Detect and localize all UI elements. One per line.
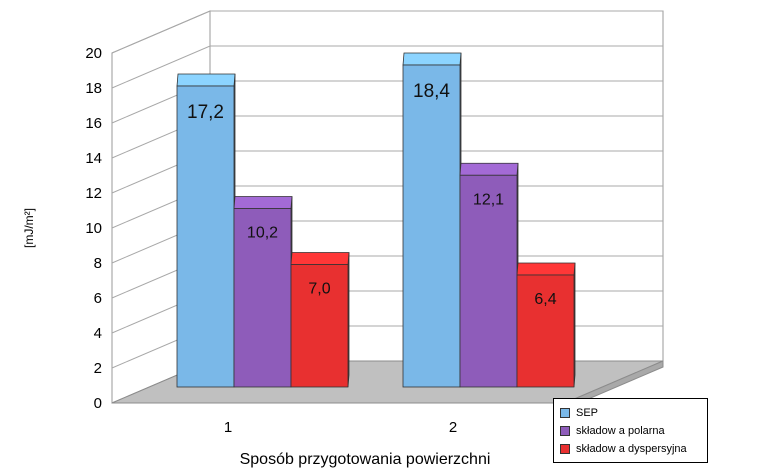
y-tick-label: 16 bbox=[85, 115, 102, 132]
bar: 12,1 bbox=[459, 162, 519, 388]
grid-line bbox=[111, 45, 663, 89]
legend-swatch-dispersive bbox=[560, 444, 570, 454]
legend-label-dispersive: składow a dyspersyjna bbox=[576, 443, 687, 455]
y-axis-ticks: 0 2 4 6 8 10 12 14 16 18 20 bbox=[85, 45, 102, 412]
data-label: 10,2 bbox=[247, 225, 278, 242]
y-tick-label: 20 bbox=[85, 45, 102, 62]
bar-front bbox=[402, 64, 461, 388]
bars: 17,2 10,2 7,0 18,4 12,1 6,4 bbox=[176, 52, 576, 388]
y-tick-label: 4 bbox=[94, 325, 102, 342]
data-label: 7,0 bbox=[308, 281, 330, 298]
bar: 7,0 bbox=[290, 252, 350, 388]
bar-front bbox=[516, 274, 575, 388]
y-tick-label: 2 bbox=[94, 360, 102, 377]
legend-label-polar: składow a polarna bbox=[576, 425, 665, 437]
y-tick-label: 0 bbox=[94, 395, 102, 412]
legend-label-sep: SEP bbox=[576, 407, 599, 419]
bar: 10,2 bbox=[233, 196, 293, 388]
data-label: 18,4 bbox=[413, 81, 450, 102]
legend-swatch-polar bbox=[560, 426, 570, 436]
data-label: 6,4 bbox=[534, 291, 556, 308]
bar-front bbox=[176, 85, 235, 388]
x-axis-title: Sposób przygotowania powierzchni bbox=[240, 451, 491, 468]
bar-top bbox=[176, 73, 236, 87]
bar: 6,4 bbox=[516, 262, 576, 388]
bar: 17,2 bbox=[176, 73, 236, 388]
legend: SEP składow a polarna składow a dyspersy… bbox=[553, 398, 708, 463]
y-tick-label: 10 bbox=[85, 220, 102, 237]
y-tick-label: 8 bbox=[94, 255, 102, 272]
legend-item-polar: składow a polarna bbox=[560, 422, 701, 440]
y-tick-label: 6 bbox=[94, 290, 102, 307]
bar-top bbox=[402, 52, 462, 66]
legend-swatch-sep bbox=[560, 408, 570, 418]
data-label: 17,2 bbox=[187, 102, 224, 123]
bar: 18,4 bbox=[402, 52, 462, 388]
y-tick-label: 14 bbox=[85, 150, 102, 167]
data-label: 12,1 bbox=[473, 191, 504, 208]
bar-front bbox=[290, 264, 349, 388]
legend-item-dispersive: składow a dyspersyjna bbox=[560, 440, 701, 458]
bar-front bbox=[459, 174, 518, 388]
legend-item-sep: SEP bbox=[560, 404, 701, 422]
bar-top bbox=[290, 252, 350, 265]
grid-line bbox=[111, 10, 663, 54]
x-tick-label: 1 bbox=[224, 419, 232, 436]
bar-front bbox=[233, 208, 292, 388]
y-axis-title: [mJ/m²] bbox=[22, 208, 36, 248]
bar-top bbox=[233, 196, 293, 209]
y-tick-label: 12 bbox=[85, 185, 102, 202]
bar-top bbox=[516, 262, 576, 276]
bar-top bbox=[459, 162, 519, 176]
y-tick-label: 18 bbox=[85, 80, 102, 97]
x-tick-label: 2 bbox=[449, 419, 457, 436]
